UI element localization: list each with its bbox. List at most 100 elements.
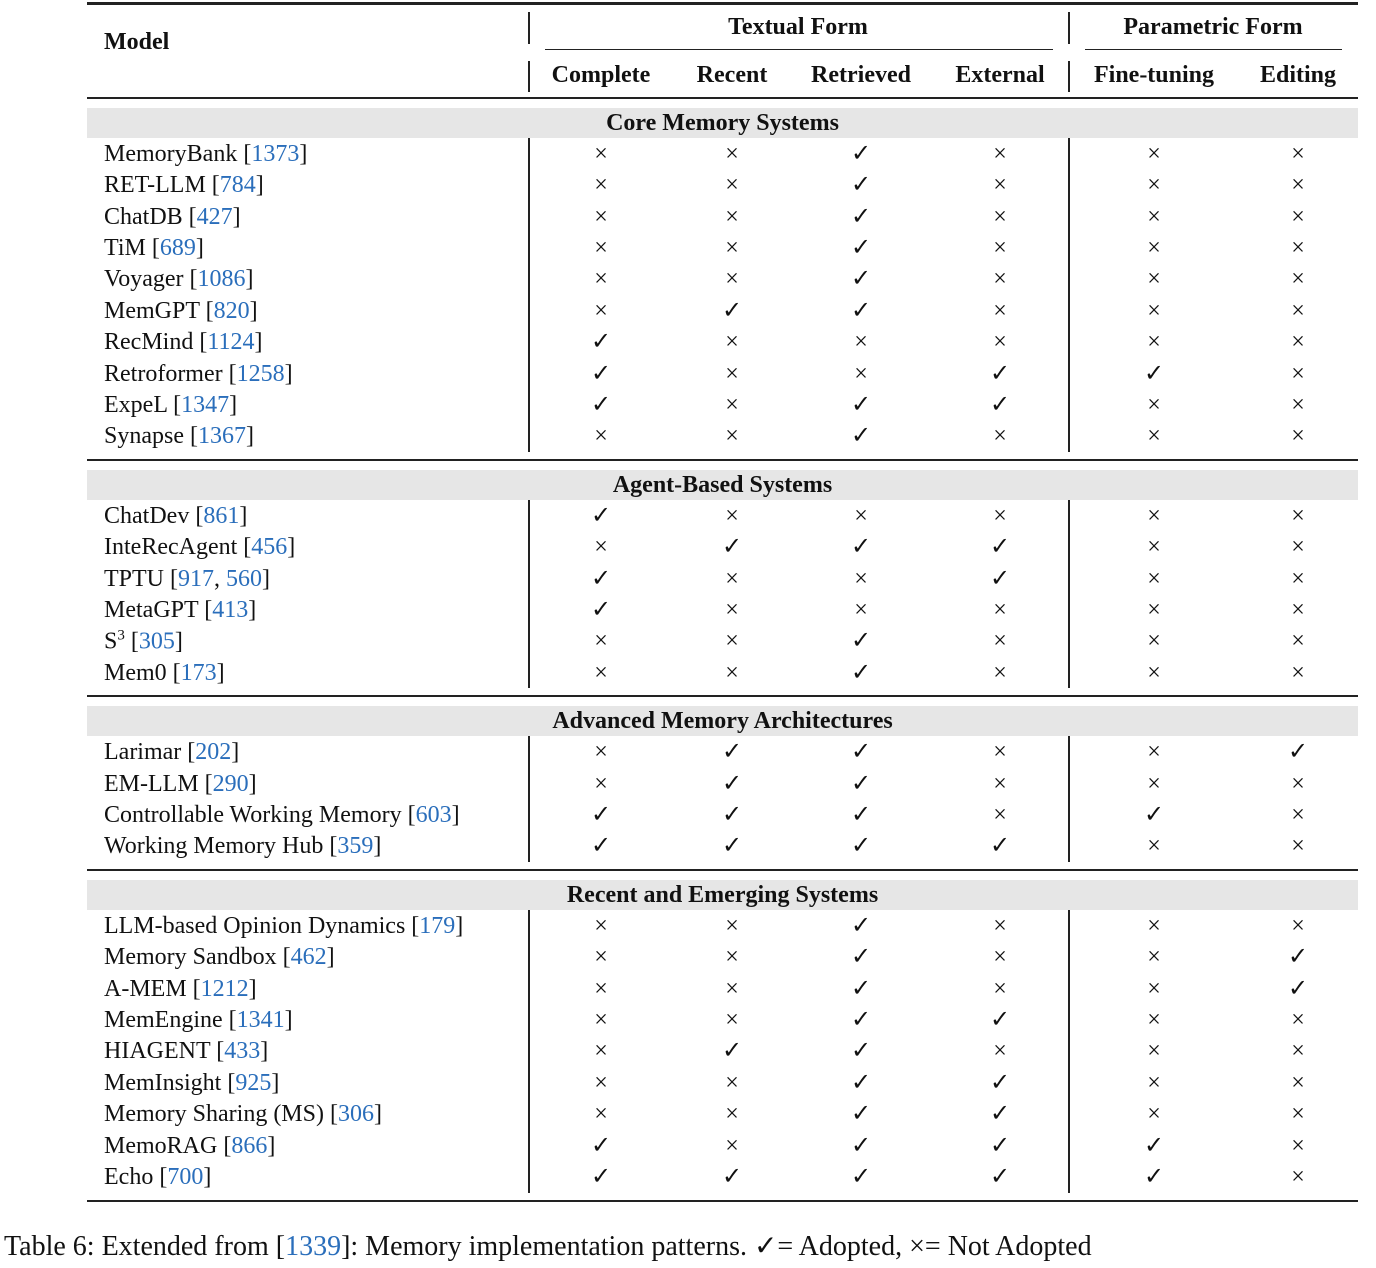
model-name: MetaGPT [104,596,199,623]
citation: 1373 [243,141,307,167]
mark-cell: × [594,266,608,293]
citation-number: 1341 [236,1006,285,1033]
model-name: MemEngine [104,1006,223,1033]
mark-cell: × [1291,565,1305,592]
mark-cell: × [1291,1132,1305,1159]
mark-cell: × [594,975,608,1002]
mark-cell: × [725,975,739,1002]
mark-cell: × [594,1006,608,1033]
mark-cell: × [594,1101,608,1128]
mark-cell: × [1147,596,1161,623]
model-cell: Mem0 173 [104,660,225,686]
model-cell: Synapse 1367 [104,423,254,450]
section-bar [87,108,1358,138]
mark-cell: × [1147,770,1161,797]
mark-cell: × [1291,833,1305,860]
column-header: Editing [1259,62,1337,88]
mark-cell: ✓ [989,1006,1011,1033]
model-name: A-MEM [104,975,187,1002]
model-name: MemoryBank [104,140,238,167]
caption-label: Table 6: Extended from [4,1231,269,1262]
rule [87,97,1358,99]
model-name: Larimar [104,739,182,766]
model-cell: Larimar 202 [104,739,239,766]
model-cell: ChatDev 861 [104,502,247,529]
section-title: Core Memory Systems [606,110,839,136]
model-cell: HIAGENT 433 [104,1038,268,1064]
mark-cell: × [594,770,608,797]
mark-cell: × [725,659,739,686]
citation: 1212 [193,976,257,1002]
mark-cell: ✓ [721,1163,743,1190]
model-name: InteRecAgent [104,534,238,561]
model-cell: RET-LLM 784 [104,172,264,198]
citation-number: 306 [337,1101,374,1128]
mark-cell: × [1291,801,1305,828]
mark-cell: × [1291,172,1305,199]
model-name: TPTU [104,565,164,592]
mark-cell: × [1147,329,1161,356]
citation-number: 433 [224,1038,261,1065]
mark-cell: × [993,770,1007,797]
mark-cell: × [1147,912,1161,939]
mark-cell: ✓ [590,565,612,592]
mark-cell: × [594,944,608,971]
divider [528,138,530,452]
citation: 179 [411,913,463,939]
citation-number: 1373 [251,140,300,167]
mark-cell: ✓ [850,1038,872,1065]
mark-cell: × [1291,297,1305,324]
mark-cell: ✓ [721,297,743,324]
model-name: Retroformer [104,360,223,387]
mark-cell: ✓ [850,944,872,971]
citation-number: 1367 [198,423,246,450]
mark-cell: ✓ [850,1101,872,1128]
rule [1085,49,1342,51]
mark-cell: × [1291,596,1305,623]
citation: 456 [243,534,295,560]
mark-cell: × [993,1038,1007,1065]
mark-cell: ✓ [850,1132,872,1159]
citation-number: 1124 [207,329,255,356]
rule [87,695,1358,697]
mark-cell: × [993,297,1007,324]
mark-cell: × [1147,391,1161,418]
citation-number: 820 [213,297,250,324]
mark-cell: × [993,140,1007,167]
citation-number: 925 [235,1069,272,1096]
citation: 700 [159,1164,211,1190]
column-header: Fine-tuning [1093,62,1215,88]
mark-cell: × [725,944,739,971]
mark-cell: × [1147,833,1161,860]
citation: 1258 [229,361,293,387]
mark-cell: × [725,329,739,356]
mark-cell: ✓ [989,833,1011,860]
model-name: ChatDev [104,502,190,529]
model-name: Voyager [104,266,184,293]
mark-cell: ✓ [721,833,743,860]
mark-cell: × [1147,423,1161,450]
mark-cell: × [993,739,1007,766]
column-header: Complete [551,62,651,88]
mark-cell: × [1147,1101,1161,1128]
mark-cell: ✓ [850,391,872,418]
mark-cell: ✓ [1287,975,1309,1002]
section-title: Recent and Emerging Systems [566,882,879,908]
mark-cell: × [1147,1006,1161,1033]
mark-cell: × [1291,423,1305,450]
model-name: LLM-based Opinion Dynamics [104,912,406,939]
mark-cell: ✓ [590,596,612,623]
mark-cell: × [854,329,868,356]
mark-cell: ✓ [590,833,612,860]
mark-cell: × [594,912,608,939]
mark-cell: × [1291,912,1305,939]
citation-number: 456 [251,534,288,561]
mark-cell: × [993,172,1007,199]
mark-cell: × [725,1132,739,1159]
citation: 433 [216,1038,268,1064]
citation: 1124 [199,329,262,355]
mark-cell: ✓ [721,770,743,797]
model-cell: RecMind 1124 [104,329,262,355]
mark-cell: × [725,565,739,592]
model-cell: A-MEM 1212 [104,975,257,1002]
